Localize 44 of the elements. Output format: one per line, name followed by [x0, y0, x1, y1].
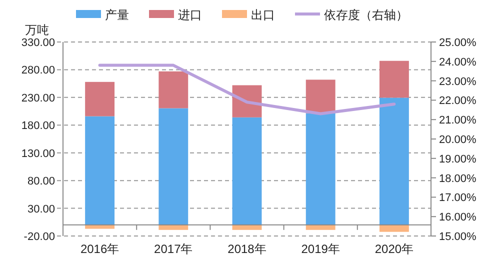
bar	[85, 116, 115, 225]
y-tick-label: 230.00	[21, 92, 55, 104]
y2-tick-label: 20.00%	[439, 134, 477, 146]
bar	[379, 60, 409, 98]
legend-label: 出口	[251, 8, 275, 22]
y-tick-label: 330.00	[21, 37, 55, 49]
y2-tick-label: 17.00%	[439, 192, 477, 204]
bar	[85, 224, 115, 229]
legend-label: 进口	[178, 8, 202, 22]
x-tick-label: 2020年	[374, 242, 414, 256]
y-axis-title: 万吨	[25, 23, 49, 37]
x-tick-label: 2016年	[80, 242, 120, 256]
y2-tick-label: 18.00%	[439, 172, 477, 185]
bar	[85, 82, 115, 116]
x-tick-label: 2018年	[228, 242, 266, 256]
y2-tick-label: 16.00%	[439, 212, 477, 224]
bar	[306, 113, 336, 225]
y-tick-label: 180.00	[21, 120, 55, 132]
y2-tick-label: 25.00%	[439, 37, 477, 49]
bar	[158, 224, 188, 230]
bar	[158, 108, 188, 225]
y2-tick-label: 15.00%	[439, 231, 477, 243]
bar	[232, 117, 262, 225]
bar	[306, 224, 336, 230]
bar	[306, 80, 336, 114]
bar	[232, 85, 262, 118]
y2-tick-label: 23.00%	[439, 76, 477, 88]
legend-label: 产量	[105, 8, 129, 22]
y-tick-label: -20.00	[24, 231, 55, 243]
y2-tick-label: 22.00%	[439, 95, 477, 108]
y-tick-label: 280.00	[21, 64, 55, 77]
bar	[379, 224, 409, 232]
bar	[379, 98, 409, 225]
y2-tick-label: 24.00%	[439, 56, 477, 68]
x-tick-label: 2019年	[301, 242, 340, 256]
x-tick-label: 2017年	[154, 242, 193, 256]
y-tick-label: 130.00	[21, 148, 55, 160]
line-series	[98, 64, 396, 116]
y-tick-label: 80.00	[27, 176, 55, 188]
bar	[158, 71, 188, 108]
y2-tick-label: 21.00%	[439, 114, 477, 127]
y2-tick-label: 19.00%	[439, 153, 477, 166]
y-tick-label: 30.00	[27, 203, 55, 216]
legend-label: 依存度（右轴）	[324, 8, 408, 22]
